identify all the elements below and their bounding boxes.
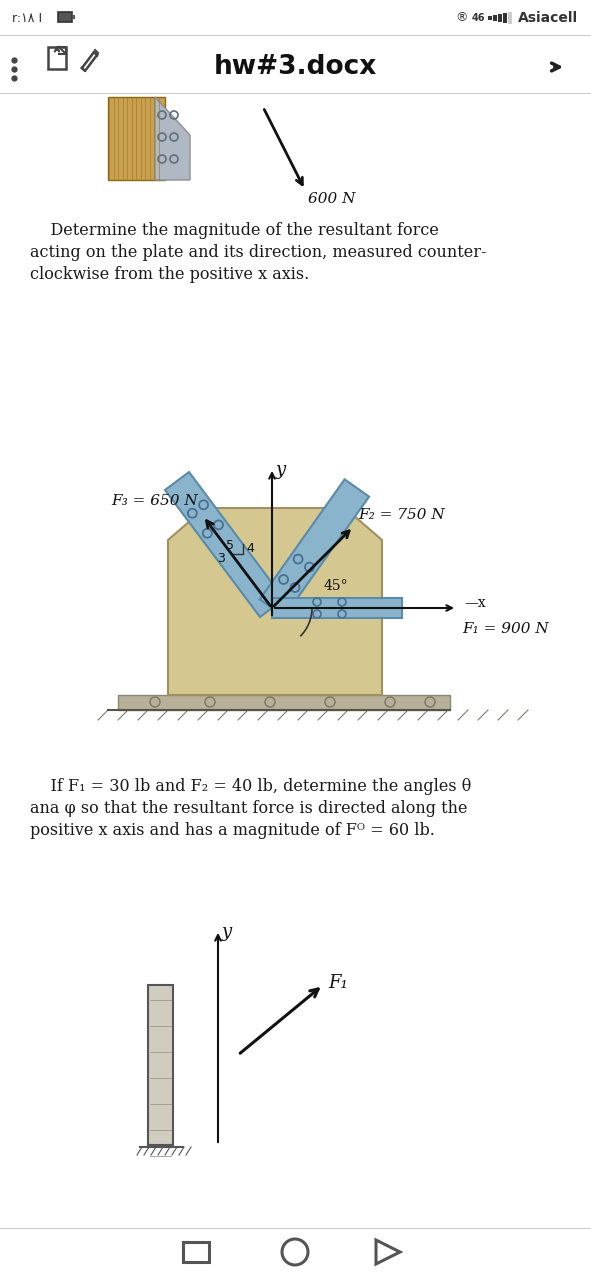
Text: 600 N: 600 N: [308, 192, 356, 206]
Text: Asiacell: Asiacell: [518, 12, 578, 26]
Text: 45°: 45°: [324, 579, 349, 593]
Bar: [148, 986, 173, 1146]
Bar: [508, 12, 511, 24]
Polygon shape: [108, 97, 165, 180]
Text: clockwise from the positive x axis.: clockwise from the positive x axis.: [30, 266, 309, 283]
Bar: [498, 14, 502, 22]
Polygon shape: [260, 479, 369, 617]
Text: ®: ®: [455, 12, 467, 24]
Polygon shape: [272, 598, 402, 618]
Text: acting on the plate and its direction, measured counter-: acting on the plate and its direction, m…: [30, 244, 486, 261]
Text: —x: —x: [464, 596, 486, 611]
Bar: [58, 12, 72, 22]
Text: y: y: [276, 461, 286, 479]
Polygon shape: [118, 695, 450, 710]
Polygon shape: [155, 97, 190, 180]
Text: F₂ = 750 N: F₂ = 750 N: [358, 508, 445, 522]
Text: F₁: F₁: [328, 974, 348, 992]
Bar: [493, 15, 496, 20]
Text: 46: 46: [472, 13, 485, 23]
Bar: [183, 1242, 209, 1262]
Text: 5: 5: [226, 539, 234, 552]
Text: positive x axis and has a magnitude of Fᴼ = 60 lb.: positive x axis and has a magnitude of F…: [30, 822, 435, 838]
Text: F₃ = 650 N: F₃ = 650 N: [111, 494, 198, 508]
Text: 3: 3: [217, 552, 225, 564]
Polygon shape: [165, 472, 284, 617]
Text: r:١٨ I: r:١٨ I: [12, 12, 42, 24]
Text: Determine the magnitude of the resultant force: Determine the magnitude of the resultant…: [30, 221, 439, 239]
Text: 4: 4: [246, 543, 254, 556]
Text: hw#3.docx: hw#3.docx: [213, 54, 376, 79]
Text: F₁ = 900 N: F₁ = 900 N: [462, 622, 549, 636]
Text: ana φ so that the resultant force is directed along the: ana φ so that the resultant force is dir…: [30, 800, 467, 817]
Bar: [488, 15, 492, 20]
Bar: [503, 13, 506, 23]
Text: y: y: [222, 923, 232, 941]
Polygon shape: [59, 47, 66, 54]
Text: If F₁ = 30 lb and F₂ = 40 lb, determine the angles θ: If F₁ = 30 lb and F₂ = 40 lb, determine …: [30, 778, 472, 795]
Bar: [72, 15, 75, 19]
Polygon shape: [168, 508, 382, 695]
